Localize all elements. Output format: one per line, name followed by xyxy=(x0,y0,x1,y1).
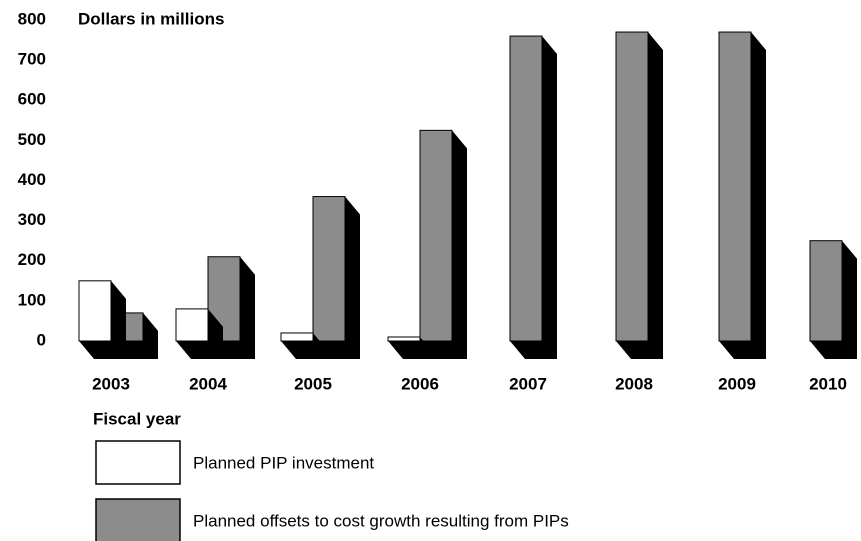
bar xyxy=(175,308,209,342)
x-tick-label: 2007 xyxy=(509,374,547,393)
bar xyxy=(78,280,112,342)
x-tick-label: 2009 xyxy=(718,374,756,393)
x-tick-label: 2005 xyxy=(294,374,332,393)
y-tick-label: 800 xyxy=(18,9,46,28)
y-tick-label: 700 xyxy=(18,50,46,69)
legend-label: Planned PIP investment xyxy=(193,453,374,472)
x-tick-label: 2006 xyxy=(401,374,439,393)
x-tick-label: 2003 xyxy=(92,374,130,393)
y-tick-label: 400 xyxy=(18,170,46,189)
y-tick-label: 600 xyxy=(18,90,46,109)
bar xyxy=(615,31,649,342)
x-tick-label: 2010 xyxy=(809,374,847,393)
bar xyxy=(419,129,453,342)
bar xyxy=(280,332,314,342)
y-tick-label: 200 xyxy=(18,250,46,269)
y-tick-label: 300 xyxy=(18,210,46,229)
x-tick-label: 2008 xyxy=(615,374,653,393)
bar-depth xyxy=(388,336,435,359)
bar xyxy=(509,35,543,342)
legend-swatch xyxy=(95,498,181,541)
legend-swatch xyxy=(95,440,181,485)
bar xyxy=(387,336,421,342)
bar xyxy=(718,31,752,342)
bar xyxy=(312,196,346,342)
x-tick-label: 2004 xyxy=(189,374,227,393)
legend-label: Planned offsets to cost growth resulting… xyxy=(193,511,569,530)
x-axis-label: Fiscal year xyxy=(93,409,181,428)
y-tick-label: 500 xyxy=(18,130,46,149)
bar xyxy=(809,240,843,342)
y-tick-label: 0 xyxy=(37,330,46,349)
y-axis-label: Dollars in millions xyxy=(78,9,224,28)
y-tick-label: 100 xyxy=(18,290,46,309)
